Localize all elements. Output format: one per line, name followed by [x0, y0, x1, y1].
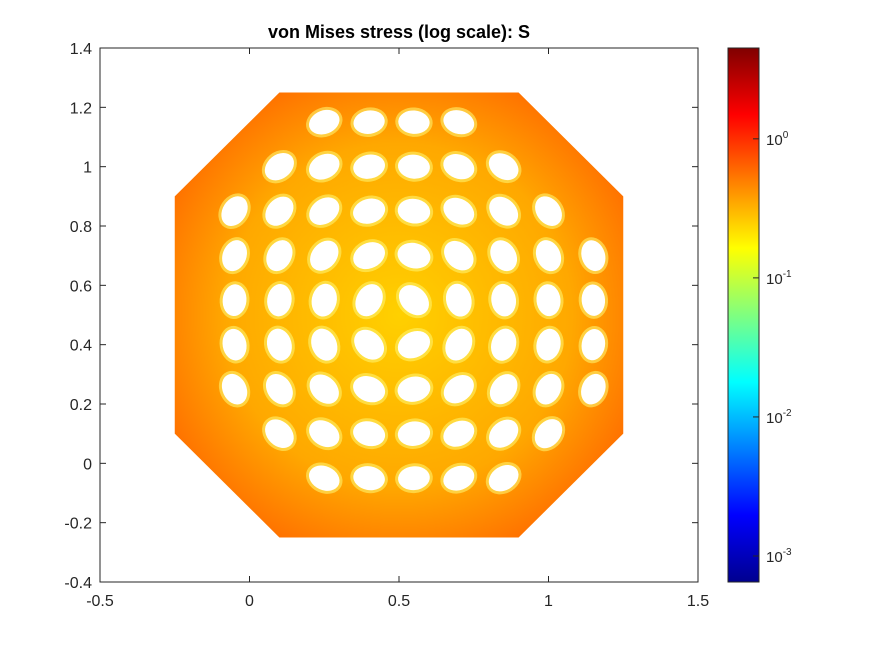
- colorbar-tick-label: 10-2: [766, 408, 792, 427]
- hole: [398, 110, 430, 134]
- hole: [397, 242, 431, 269]
- plot-area: [174, 92, 624, 538]
- x-axis: -0.5 0 0.5 1 1.5: [86, 48, 709, 610]
- hole: [397, 421, 431, 446]
- hole: [488, 464, 519, 492]
- hole: [266, 328, 292, 361]
- hole: [443, 197, 475, 225]
- hole: [443, 154, 475, 180]
- hole: [353, 198, 386, 224]
- y-tick-label: 0: [83, 456, 92, 473]
- hole: [581, 373, 606, 405]
- hole: [353, 242, 385, 270]
- y-tick-label: 1.2: [70, 100, 92, 117]
- hole: [355, 284, 383, 317]
- hole: [353, 466, 385, 491]
- y-tick-label: -0.2: [64, 516, 92, 533]
- hole: [265, 419, 294, 449]
- y-tick-label: 0.4: [70, 338, 92, 355]
- x-tick-label: 0.5: [388, 593, 410, 610]
- hole: [444, 240, 474, 271]
- colorbar-tick-label: 10-3: [766, 547, 792, 566]
- hole: [398, 285, 429, 316]
- hole: [581, 329, 606, 361]
- hole: [221, 373, 248, 405]
- hole: [536, 328, 561, 361]
- hole: [222, 284, 247, 317]
- hole: [308, 153, 340, 180]
- colorbar-axis: 10-3 10-2 10-1 100: [753, 130, 792, 566]
- hole: [265, 373, 293, 405]
- hole: [222, 328, 247, 361]
- y-axis: -0.4 -0.2 0 0.2 0.4 0.6 0.8 1 1.2 1.4: [64, 41, 698, 592]
- hole: [353, 376, 386, 403]
- hole: [353, 110, 385, 134]
- hole: [265, 196, 294, 226]
- hole: [443, 420, 475, 447]
- hole: [353, 154, 385, 179]
- x-tick-label: 1: [544, 593, 553, 610]
- hole: [311, 283, 337, 317]
- x-tick-label: -0.5: [86, 593, 114, 610]
- hole: [222, 240, 247, 272]
- hole: [397, 330, 431, 359]
- hole: [581, 284, 606, 316]
- y-tick-label: 0.6: [70, 278, 92, 295]
- hole: [353, 421, 386, 447]
- hole: [445, 328, 473, 361]
- y-tick-label: 1: [83, 160, 92, 177]
- hole: [309, 374, 339, 404]
- x-tick-label: 0: [245, 593, 254, 610]
- hole: [581, 240, 606, 272]
- y-tick-label: 1.4: [70, 41, 92, 58]
- hole: [489, 419, 519, 448]
- hole: [266, 240, 293, 272]
- hole: [310, 240, 339, 271]
- hole: [354, 329, 385, 360]
- hole: [267, 284, 292, 317]
- hole: [221, 196, 248, 227]
- colorbar-tick-label: 10-1: [766, 269, 792, 288]
- hole: [489, 374, 518, 405]
- hole: [309, 197, 340, 225]
- hole: [535, 373, 562, 405]
- hole: [264, 152, 294, 181]
- hole: [443, 110, 475, 135]
- hole: [309, 420, 340, 448]
- hole: [488, 153, 519, 181]
- hole: [491, 283, 517, 317]
- hole: [311, 328, 338, 361]
- hole: [535, 240, 562, 272]
- hole: [489, 196, 519, 226]
- x-tick-label: 1.5: [687, 593, 709, 610]
- hole: [443, 465, 475, 491]
- hole-pattern: [218, 106, 609, 495]
- chart-title: von Mises stress (log scale): S: [268, 22, 530, 42]
- hole: [443, 374, 474, 404]
- hole: [445, 283, 472, 317]
- hole: [308, 465, 340, 491]
- hole: [398, 466, 430, 491]
- colorbar-tick-label: 100: [766, 130, 789, 149]
- y-tick-label: 0.2: [70, 397, 92, 414]
- hole: [490, 240, 518, 272]
- hole: [397, 198, 431, 224]
- hole: [309, 109, 340, 135]
- hole: [536, 284, 561, 317]
- colorbar: [727, 47, 760, 583]
- hole: [397, 376, 431, 402]
- hole: [534, 419, 563, 449]
- hole: [535, 196, 562, 226]
- y-tick-label: 0.8: [70, 219, 92, 236]
- hole: [491, 328, 517, 361]
- hole: [397, 154, 430, 179]
- y-tick-label: -0.4: [64, 575, 92, 592]
